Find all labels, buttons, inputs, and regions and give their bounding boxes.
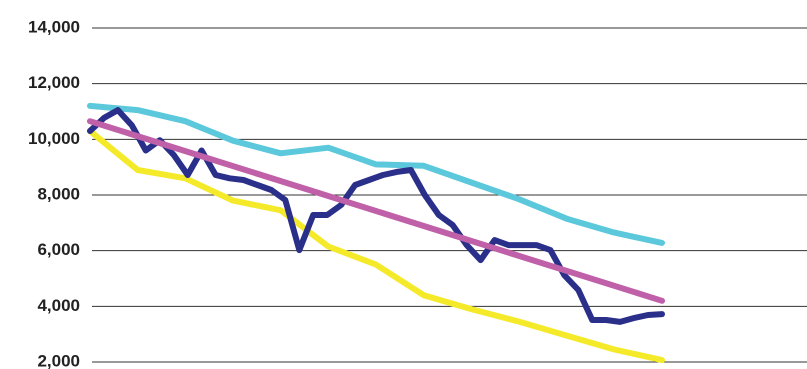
y-tick-label: 2,000 bbox=[37, 351, 80, 369]
series-line bbox=[87, 128, 665, 364]
y-tick-label: 14,000 bbox=[28, 17, 80, 36]
y-tick-label: 8,000 bbox=[37, 184, 80, 203]
y-tick-label: 6,000 bbox=[37, 240, 80, 259]
series-line bbox=[87, 107, 665, 325]
series-line bbox=[87, 118, 665, 304]
y-tick-label: 10,000 bbox=[28, 129, 80, 148]
y-tick-label: 12,000 bbox=[28, 73, 80, 92]
series-line bbox=[87, 102, 665, 246]
y-tick-label: 4,000 bbox=[37, 296, 80, 315]
